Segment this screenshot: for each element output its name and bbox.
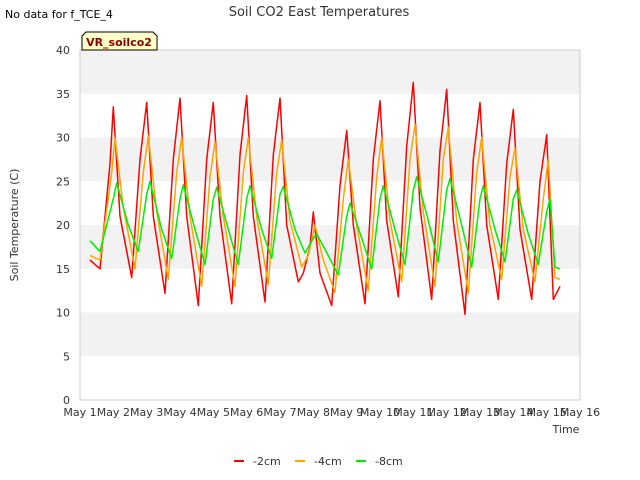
legend-label: -8cm	[375, 455, 403, 468]
x-tick-label: May 4	[163, 406, 196, 419]
x-tick-label: May 2	[97, 406, 130, 419]
grid-band	[80, 137, 580, 182]
x-axis-ticks: May 1 May 2 May 3 May 4 May 5 May 6 May 7 May 8…	[63, 406, 600, 419]
y-tick-label: 25	[56, 175, 70, 188]
y-tick-label: 20	[56, 219, 70, 232]
x-tick-label: May 3	[130, 406, 163, 419]
site-badge: VR_soilco2	[81, 31, 158, 51]
x-tick-label: May 1	[63, 406, 96, 419]
plot-frame	[79, 49, 581, 401]
x-tick-label: May 12	[427, 406, 467, 419]
series-line-2cm	[89, 81, 561, 316]
y-axis-ticks: 0 5 10 15 20 25 30 35 40	[56, 44, 70, 407]
no-data-note: No data for f_TCE_4	[5, 8, 113, 21]
y-tick-label: 40	[56, 44, 70, 57]
chart-title: Soil CO2 East Temperatures	[229, 5, 410, 20]
grid-band	[80, 356, 580, 400]
series-layer	[89, 81, 561, 316]
x-tick-label: May 10	[360, 406, 400, 419]
legend-label: -2cm	[253, 455, 281, 468]
x-tick-label: May 5	[197, 406, 230, 419]
x-tick-label: May 13	[460, 406, 500, 419]
x-tick-label: May 8	[297, 406, 330, 419]
x-tick-label: May 11	[393, 406, 433, 419]
grid-band	[80, 312, 580, 357]
y-tick-label: 5	[63, 350, 70, 363]
legend-label: -4cm	[314, 455, 342, 468]
y-axis-label: Soil Temperature (C)	[8, 169, 21, 282]
x-tick-label: May 14	[493, 406, 533, 419]
x-tick-label: May 6	[230, 406, 263, 419]
y-tick-label: 10	[56, 307, 70, 320]
series-line-4cm	[89, 123, 561, 295]
grid-band	[80, 93, 580, 138]
y-tick-label: 30	[56, 132, 70, 145]
series-line-8cm	[89, 176, 561, 276]
legend: -2cm -4cm -8cm	[234, 455, 403, 468]
x-tick-label: May 16	[560, 406, 600, 419]
site-badge-label: VR_soilco2	[86, 36, 152, 49]
site-badge-shape	[81, 31, 158, 51]
grid-band	[80, 268, 580, 313]
x-tick-label: May 7	[263, 406, 296, 419]
x-tick-label: May 9	[330, 406, 363, 419]
grid-band	[80, 50, 580, 94]
x-axis-label: Time	[552, 423, 580, 436]
grid-band	[80, 181, 580, 225]
y-tick-label: 0	[63, 394, 70, 407]
y-tick-label: 35	[56, 88, 70, 101]
x-tick-label: May 15	[527, 406, 567, 419]
y-tick-label: 15	[56, 263, 70, 276]
